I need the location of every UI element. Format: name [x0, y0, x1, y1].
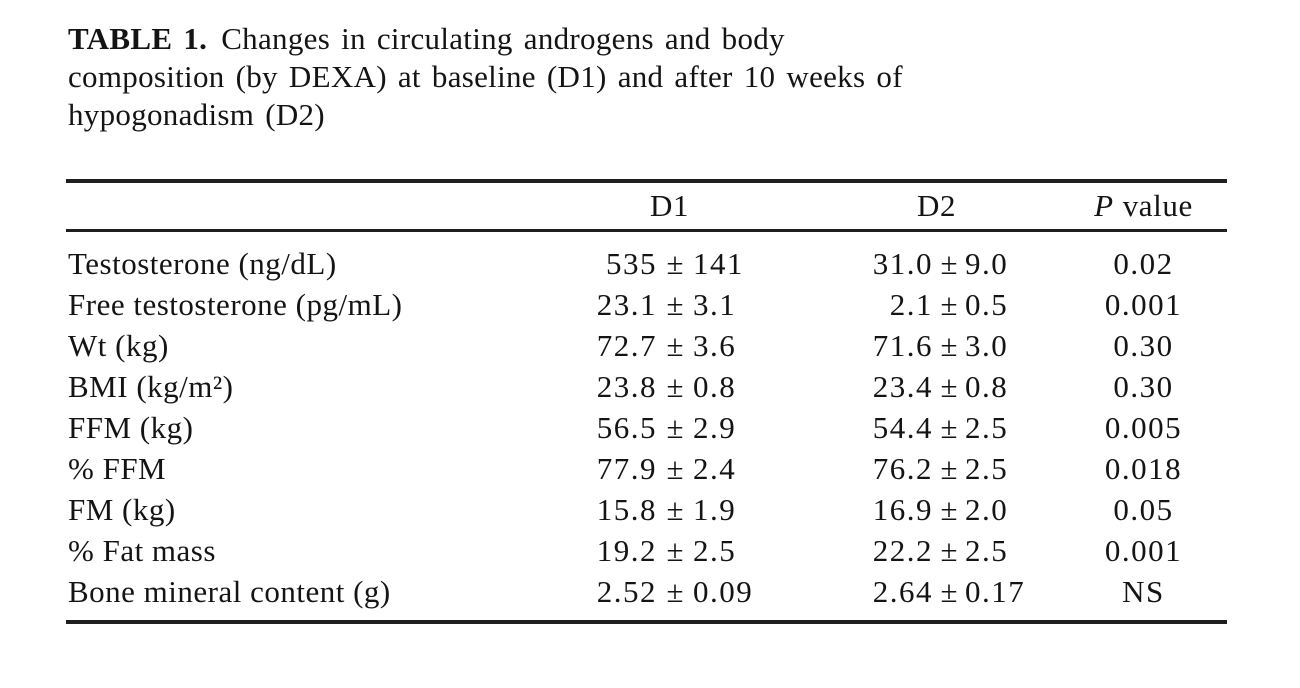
- p-value: 0.30: [1113, 328, 1174, 363]
- caption-text-1: Changes in circulating androgens and bod…: [221, 21, 785, 56]
- d1-mean: 535: [606, 246, 657, 281]
- d2-sd: 0.17: [965, 574, 1026, 609]
- row-label: FM (kg): [68, 492, 176, 527]
- d2-mean: 31.0: [872, 246, 933, 281]
- plus-minus-symbol: ±: [666, 410, 684, 445]
- row-label: Wt (kg): [68, 328, 169, 363]
- row-label: Free testosterone (pg/mL): [68, 287, 403, 322]
- d2-mean: 54.4: [872, 410, 933, 445]
- d2-sd: 9.0: [965, 246, 1009, 281]
- d1-sd: 0.09: [693, 574, 754, 609]
- p-value: 0.001: [1104, 287, 1183, 322]
- d2-mean: 2.1: [889, 287, 933, 322]
- caption-line-1: TABLE 1. Changes in circulating androgens…: [68, 20, 1227, 58]
- d2-sd: 0.8: [965, 369, 1009, 404]
- d1-mean: 72.7: [596, 328, 657, 363]
- d1-mean: 23.1: [596, 287, 657, 322]
- column-header-d1: D1: [649, 188, 690, 223]
- row-label: Testosterone (ng/dL): [68, 246, 337, 281]
- plus-minus-symbol: ±: [666, 574, 684, 609]
- p-value-italic-p: P: [1094, 188, 1114, 223]
- d1-sd: 2.9: [693, 410, 737, 445]
- table-row: Bone mineral content (g) 2.52 ± 0.09 2.6…: [66, 571, 1227, 612]
- table-row: FM (kg) 15.8 ± 1.9 16.9 ± 2.0 0.05: [66, 489, 1227, 530]
- row-label: % Fat mass: [68, 533, 216, 568]
- table-row: % FFM 77.9 ± 2.4 76.2 ± 2.5 0.018: [66, 448, 1227, 489]
- p-value: 0.02: [1113, 246, 1174, 281]
- d1-mean: 56.5: [596, 410, 657, 445]
- column-header-d2: D2: [916, 188, 957, 223]
- d2-mean: 76.2: [872, 451, 933, 486]
- table-body: Testosterone (ng/dL) 535 ± 141 31.0 ± 9.…: [66, 232, 1227, 620]
- d2-sd: 0.5: [965, 287, 1009, 322]
- p-value: 0.30: [1113, 369, 1174, 404]
- d1-mean: 15.8: [596, 492, 657, 527]
- plus-minus-symbol: ±: [940, 287, 958, 322]
- row-label: % FFM: [68, 451, 167, 486]
- plus-minus-symbol: ±: [666, 492, 684, 527]
- d1-sd: 3.6: [693, 328, 737, 363]
- d1-mean: 77.9: [596, 451, 657, 486]
- d1-mean: 2.52: [596, 574, 657, 609]
- d2-sd: 2.5: [965, 410, 1009, 445]
- table-row: % Fat mass 19.2 ± 2.5 22.2 ± 2.5 0.001: [66, 530, 1227, 571]
- plus-minus-symbol: ±: [940, 492, 958, 527]
- row-label: Bone mineral content (g): [68, 574, 391, 609]
- plus-minus-symbol: ±: [940, 246, 958, 281]
- d2-mean: 71.6: [872, 328, 933, 363]
- p-value: NS: [1122, 574, 1165, 609]
- plus-minus-symbol: ±: [940, 533, 958, 568]
- d1-sd: 2.5: [693, 533, 737, 568]
- plus-minus-symbol: ±: [666, 533, 684, 568]
- d1-mean: 23.8: [596, 369, 657, 404]
- p-value: 0.018: [1104, 451, 1183, 486]
- d1-mean: 19.2: [596, 533, 657, 568]
- row-label: FFM (kg): [68, 410, 194, 445]
- plus-minus-symbol: ±: [940, 328, 958, 363]
- p-value: 0.001: [1104, 533, 1183, 568]
- d2-mean: 2.64: [872, 574, 933, 609]
- d2-mean: 16.9: [872, 492, 933, 527]
- plus-minus-symbol: ±: [666, 287, 684, 322]
- d2-mean: 22.2: [872, 533, 933, 568]
- d1-sd: 2.4: [693, 451, 737, 486]
- plus-minus-symbol: ±: [940, 410, 958, 445]
- plus-minus-symbol: ±: [940, 574, 958, 609]
- d2-sd: 2.0: [965, 492, 1009, 527]
- plus-minus-symbol: ±: [940, 451, 958, 486]
- table-row: BMI (kg/m²) 23.8 ± 0.8 23.4 ± 0.8 0.30: [66, 366, 1227, 407]
- plus-minus-symbol: ±: [666, 246, 684, 281]
- p-value: 0.005: [1104, 410, 1183, 445]
- table-row: Wt (kg) 72.7 ± 3.6 71.6 ± 3.0 0.30: [66, 325, 1227, 366]
- caption-line-3: hypogonadism (D2): [68, 97, 325, 132]
- paper-page: TABLE 1. Changes in circulating androgens…: [66, 0, 1227, 624]
- caption-line-2: composition (by DEXA) at baseline (D1) a…: [68, 59, 903, 94]
- plus-minus-symbol: ±: [940, 369, 958, 404]
- plus-minus-symbol: ±: [666, 328, 684, 363]
- d1-sd: 141: [693, 246, 744, 281]
- table-row: FFM (kg) 56.5 ± 2.9 54.4 ± 2.5 0.005: [66, 407, 1227, 448]
- table-row: Testosterone (ng/dL) 535 ± 141 31.0 ± 9.…: [66, 243, 1227, 284]
- d2-mean: 23.4: [872, 369, 933, 404]
- d1-sd: 0.8: [693, 369, 737, 404]
- d2-sd: 3.0: [965, 328, 1009, 363]
- plus-minus-symbol: ±: [666, 451, 684, 486]
- d1-sd: 3.1: [693, 287, 737, 322]
- table-caption: TABLE 1. Changes in circulating androgens…: [66, 20, 1227, 134]
- p-value: 0.05: [1113, 492, 1174, 527]
- d2-sd: 2.5: [965, 533, 1009, 568]
- table-row: Free testosterone (pg/mL) 23.1 ± 3.1 2.1…: [66, 284, 1227, 325]
- row-label: BMI (kg/m²): [68, 369, 234, 404]
- table-number-label: TABLE 1.: [68, 21, 208, 56]
- plus-minus-symbol: ±: [666, 369, 684, 404]
- p-value-word: value: [1122, 188, 1193, 223]
- d2-sd: 2.5: [965, 451, 1009, 486]
- d1-sd: 1.9: [693, 492, 737, 527]
